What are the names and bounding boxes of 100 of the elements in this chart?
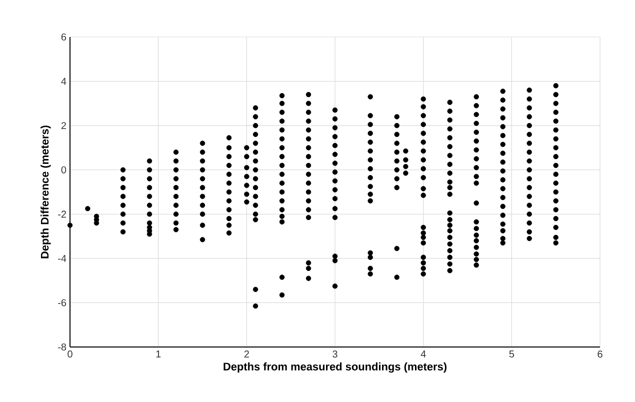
point <box>526 220 532 226</box>
point <box>332 196 338 202</box>
point <box>200 140 206 146</box>
y-tick-label: -8 <box>58 343 66 351</box>
point <box>403 170 408 176</box>
point <box>226 222 232 228</box>
point <box>306 189 312 195</box>
point <box>226 180 232 186</box>
point <box>500 186 506 192</box>
point <box>447 144 452 150</box>
point <box>553 127 558 133</box>
point <box>368 254 373 260</box>
point <box>368 184 373 190</box>
point <box>244 174 250 180</box>
point <box>226 189 232 195</box>
point <box>394 140 400 146</box>
point <box>200 212 206 217</box>
y-axis-title: Depth Difference (meters) <box>40 126 51 258</box>
point <box>244 145 250 150</box>
point <box>420 113 426 118</box>
point <box>244 182 250 188</box>
point <box>368 113 373 118</box>
point <box>120 212 126 217</box>
point <box>368 166 373 172</box>
x-tick-label: 0 <box>68 350 72 358</box>
point <box>368 192 373 197</box>
point <box>474 147 479 153</box>
point <box>526 105 532 110</box>
point <box>332 284 338 289</box>
point <box>306 214 312 220</box>
point <box>553 172 558 177</box>
point <box>420 104 426 110</box>
point <box>173 158 179 164</box>
point <box>474 130 479 135</box>
y-tick-label: 6 <box>61 33 66 41</box>
point <box>252 202 258 208</box>
point <box>200 237 206 242</box>
point <box>244 192 250 197</box>
point <box>173 194 179 200</box>
point <box>553 154 558 160</box>
point <box>394 114 400 120</box>
point <box>447 135 452 140</box>
point <box>332 142 338 148</box>
point <box>474 174 479 180</box>
point <box>279 292 285 298</box>
point <box>474 244 479 250</box>
point <box>244 154 250 160</box>
point <box>553 224 558 230</box>
point <box>526 132 532 138</box>
point <box>332 254 338 259</box>
point <box>279 219 285 224</box>
point <box>500 204 506 209</box>
y-tick-label: 2 <box>61 122 66 130</box>
point <box>332 187 338 192</box>
point <box>252 217 258 222</box>
point <box>394 150 400 155</box>
point <box>500 88 506 94</box>
y-tick-label: 4 <box>61 78 66 85</box>
point <box>447 100 452 105</box>
point <box>447 234 452 240</box>
point <box>306 145 312 150</box>
point <box>420 140 426 145</box>
x-tick-label: 3 <box>332 350 338 358</box>
point <box>173 227 179 232</box>
point <box>306 207 312 212</box>
point <box>553 189 558 195</box>
point <box>474 138 479 144</box>
point <box>394 158 400 164</box>
point <box>500 150 506 156</box>
point <box>394 132 400 138</box>
point <box>252 122 258 128</box>
point <box>146 220 152 226</box>
point <box>368 175 373 180</box>
point <box>200 167 206 172</box>
point <box>553 207 558 212</box>
point <box>173 176 179 182</box>
x-axis-title: Depths from measured soundings (meters) <box>224 362 446 373</box>
point <box>200 222 206 228</box>
point <box>474 262 479 268</box>
point <box>553 136 558 142</box>
point <box>173 184 179 190</box>
point <box>526 150 532 155</box>
point <box>500 236 506 242</box>
point <box>120 202 126 208</box>
point <box>279 214 285 219</box>
point <box>368 140 373 145</box>
point <box>332 160 338 166</box>
point <box>67 222 73 228</box>
point <box>306 92 312 98</box>
point <box>500 98 506 103</box>
point <box>146 194 152 200</box>
point <box>420 96 426 102</box>
point <box>368 122 373 128</box>
point <box>526 167 532 172</box>
point <box>474 200 479 206</box>
point <box>279 274 285 280</box>
y-tick-label: -2 <box>58 210 66 218</box>
point <box>420 254 426 260</box>
point <box>526 122 532 128</box>
point <box>279 93 285 98</box>
